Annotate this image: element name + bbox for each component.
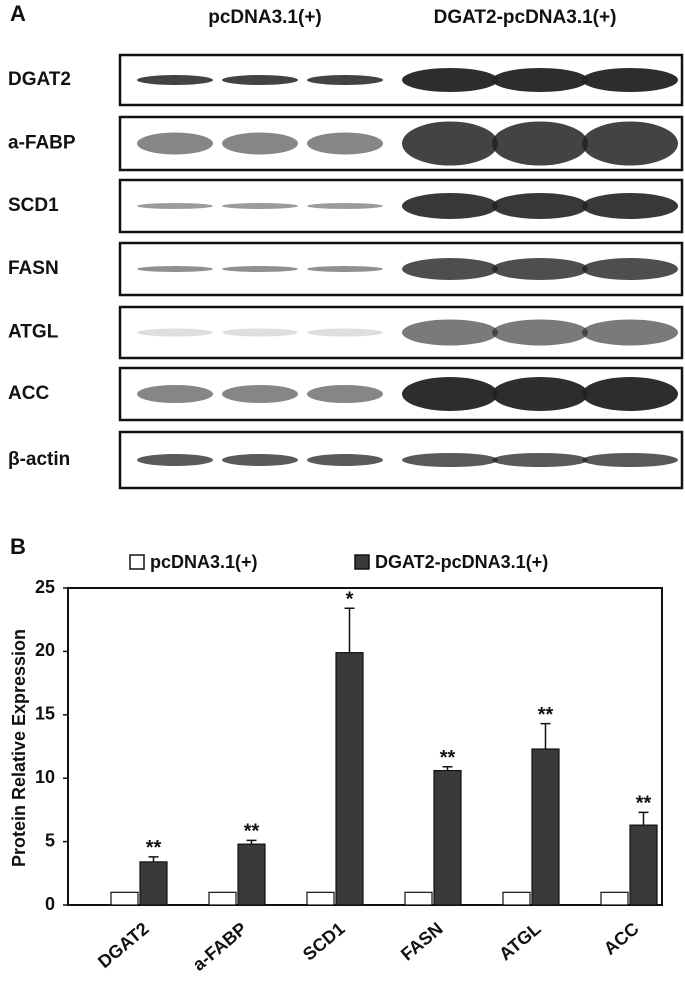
blot-band [582,377,678,411]
x-tick-label: SCD1 [299,918,349,964]
blot-band [582,68,678,92]
blot-band [222,385,298,403]
blot-band [307,132,383,155]
blot-band [137,266,213,272]
blot-band [137,75,213,85]
error-bar [638,811,649,826]
blot-band [402,377,498,411]
blot-band [582,453,678,467]
blot-band [137,328,213,337]
legend-swatch [354,554,370,570]
blot-band [582,319,678,346]
error-bar [246,839,257,845]
row-label: β-actin [8,449,70,470]
blot-band [222,266,298,272]
row-label: ACC [8,383,49,404]
blot-band [307,75,383,85]
bar [433,769,462,906]
blot-band [307,385,383,403]
significance: * [346,589,354,611]
x-tick-label: DGAT2 [94,918,153,972]
blot-band [402,319,498,346]
blot-band [402,193,498,219]
significance: ** [440,747,456,769]
x-tick-label: FASN [397,918,447,964]
panel-label: B [10,534,26,559]
bar [306,891,335,906]
bar [502,891,531,906]
group-label: DGAT2-pcDNA3.1(+) [434,7,617,28]
group-label: pcDNA3.1(+) [208,7,322,28]
blot-band [137,454,213,466]
y-tick-label: 25 [35,577,55,597]
blot-band [402,68,498,92]
significance: ** [538,704,554,726]
x-tick-label: a-FABP [189,918,251,974]
blot-band [582,193,678,219]
blot-band [137,385,213,403]
bar [531,748,560,906]
legend-label: DGAT2-pcDNA3.1(+) [375,552,548,572]
bar [335,652,364,906]
blot-band [222,454,298,466]
legend-swatch [129,554,145,570]
blot-band [222,132,298,155]
blot-band [402,453,498,467]
blot-band [582,121,678,166]
bar [237,843,266,906]
y-tick-label: 0 [45,894,55,914]
blot-band [307,454,383,466]
bar [139,861,168,906]
blot-band [402,121,498,166]
blot-band [307,203,383,209]
error-bar [148,856,159,862]
bar [208,891,237,906]
error-bar [442,766,453,771]
bar [600,891,629,906]
y-axis-label: Protein Relative Expression [9,629,29,867]
x-tick-label: ATGL [495,918,544,964]
significance: ** [244,821,260,843]
y-tick-label: 10 [35,767,55,787]
error-bar [540,722,551,750]
bar [110,891,139,906]
blot-band [492,68,588,92]
blot-band [492,258,588,280]
row-label: DGAT2 [8,69,71,90]
panel-label: A [10,1,26,26]
row-label: ATGL [8,322,59,343]
blot-band [492,377,588,411]
significance: ** [636,793,652,815]
row-label: SCD1 [8,195,59,216]
y-tick-label: 15 [35,704,55,724]
bar [629,824,658,906]
blot-band [492,319,588,346]
bar [404,891,433,906]
plot-frame [67,587,663,906]
row-label: FASN [8,258,59,279]
blot-band [137,132,213,155]
blot-band [307,266,383,272]
blot-band [222,203,298,209]
blot-band [222,75,298,85]
blot-band [137,203,213,209]
blot-band [492,193,588,219]
x-tick-label: ACC [600,918,643,958]
error-bar [344,607,355,653]
blot-band [307,328,383,337]
blot-band [492,121,588,166]
blot-band [582,258,678,280]
blot-band [222,328,298,337]
blot-band [492,453,588,467]
legend-label: pcDNA3.1(+) [150,552,258,572]
y-tick-label: 5 [45,830,55,850]
significance: ** [146,837,162,859]
y-tick-label: 20 [35,640,55,660]
row-label: a-FABP [8,133,76,154]
blot-band [402,258,498,280]
